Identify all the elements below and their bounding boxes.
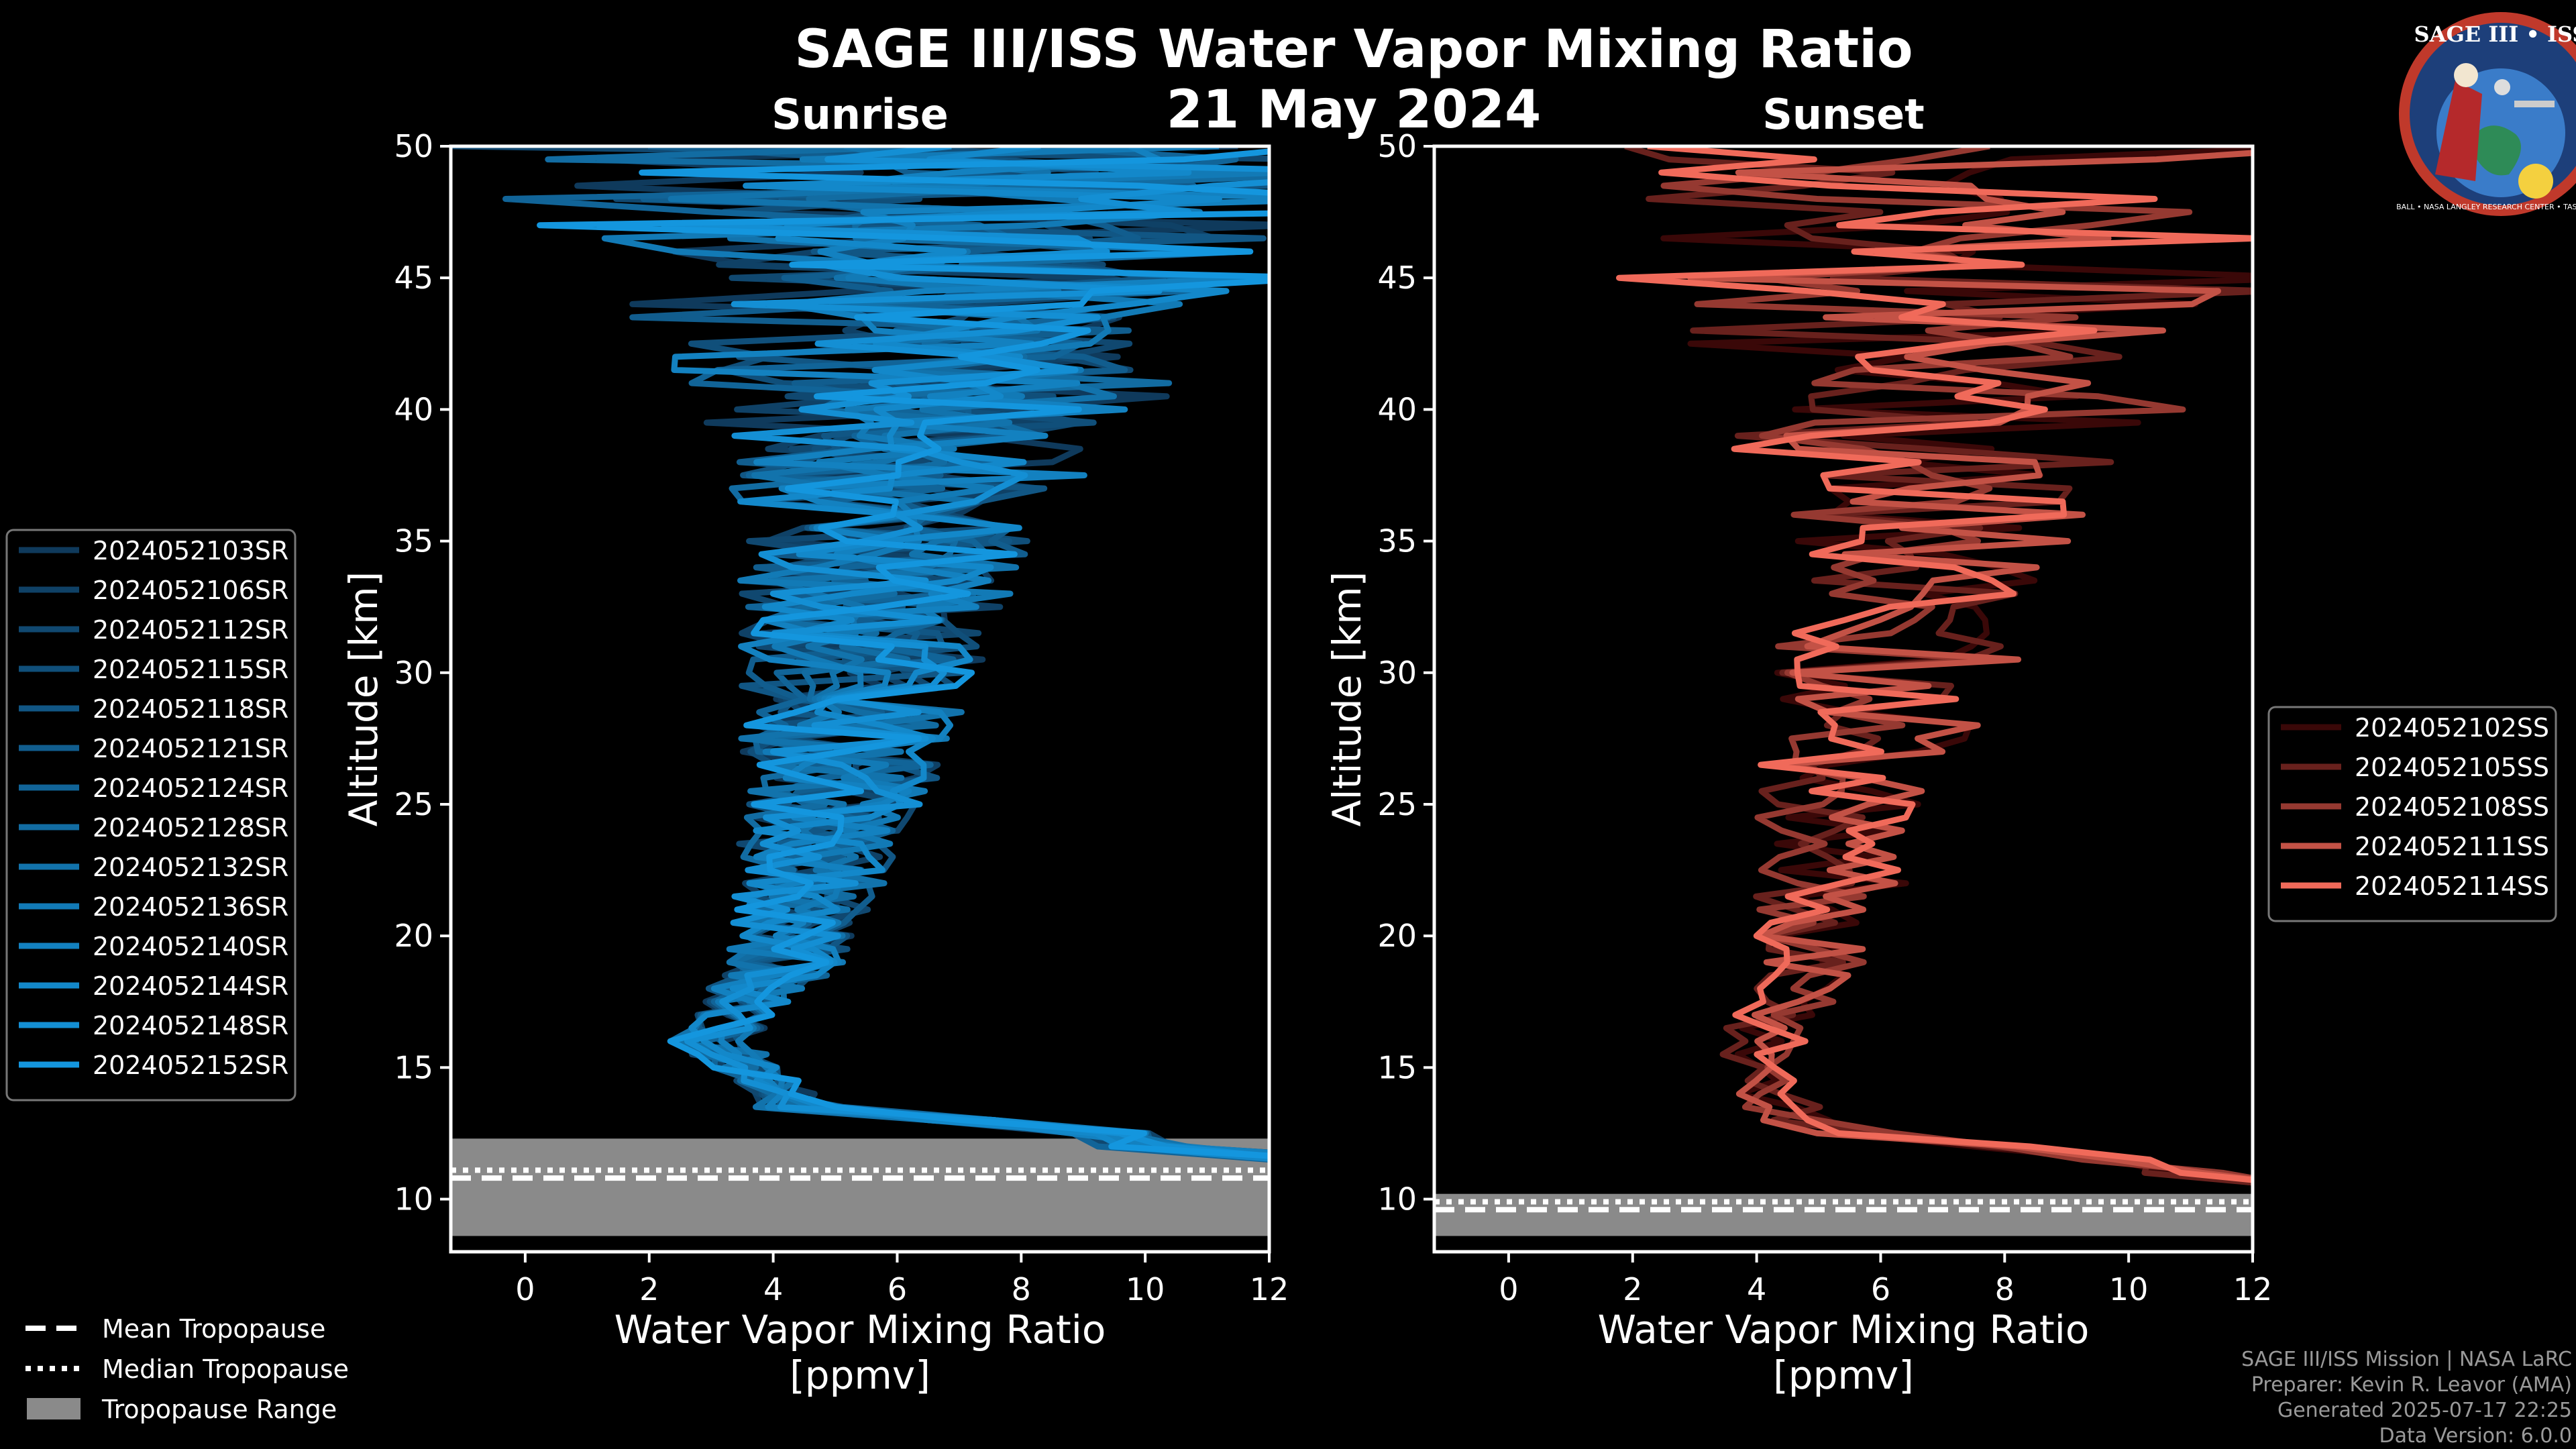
logo-ring-text: BALL • NASA LANGLEY RESEARCH CENTER • TA… [2396,203,2576,211]
sunrise-legend-frame [5,529,297,1102]
sunrise-legend-label: 2024052103SR [93,536,288,566]
sunrise-x-tick-label: 8 [1012,1271,1031,1307]
sunrise-legend-label: 2024052136SR [93,892,288,922]
sunset-legend-label: 2024052114SS [2355,871,2549,901]
sunset-legend: 2024052102SS 2024052105SS 2024052108SS 2024… [2267,706,2557,922]
sunrise-y-tick-label: 50 [394,128,433,164]
sunset-panel-title: Sunset [1762,90,1925,139]
sunrise-legend-label: 2024052148SR [93,1011,288,1040]
sunset-legend-label: 2024052102SS [2355,713,2549,743]
sunrise-x-tick-label: 2 [639,1271,659,1307]
sunset-y-tick-label: 15 [1377,1049,1417,1085]
tropopause-legend-label: Tropopause Range [101,1395,337,1424]
sunrise-y-tick-label: 35 [394,523,433,559]
sunrise-panel-title: Sunrise [771,90,949,139]
tropopause-range-swatch [27,1398,80,1419]
sunset-x-tick-label: 8 [1995,1271,2015,1307]
sunset-x-tick-label: 4 [1747,1271,1766,1307]
sunrise-legend-label: 2024052106SR [93,576,288,605]
sun-icon [2518,164,2553,199]
sunrise-y-tick-label: 15 [394,1049,433,1085]
wizard-figure-icon [2435,80,2482,181]
sunrise-y-tick-label: 40 [394,391,433,427]
sunrise-y-axis-label: Altitude [km] [341,572,386,826]
sunset-series-2024052105SS [1624,146,2253,1238]
sunset-x-tick-label: 10 [2109,1271,2149,1307]
sunset-panel: 0 2 4 6 8 10 12 10 15 20 25 30 35 40 45 50 Altitude [km… [1324,128,2273,1398]
sunset-y-axis-label: Altitude [km] [1324,572,1370,826]
sunrise-legend-label: 2024052132SR [93,853,288,882]
footer-preparer: Preparer: Kevin R. Leavor (AMA) [2251,1373,2572,1397]
figure-title: SAGE III/ISS Water Vapor Mixing Ratio [794,19,1913,80]
tropopause-legend: Mean Tropopause Median Tropopause Tropopau… [25,1314,349,1424]
sunset-y-tick-label: 40 [1377,391,1417,427]
sunset-legend-frame [2267,706,2557,922]
sunrise-y-tick-label: 10 [394,1181,433,1218]
sunrise-legend-label: 2024052118SR [93,694,288,724]
sunrise-x-tick-label: 10 [1126,1271,1165,1307]
sunrise-x-tick-label: 12 [1250,1271,1289,1307]
sunrise-legend-label: 2024052152SR [93,1051,288,1080]
sunrise-legend-label: 2024052112SR [93,615,288,645]
sunrise-y-tick-label: 20 [394,918,433,954]
sunrise-x-axis-label: Water Vapor Mixing Ratio [614,1307,1106,1352]
sunrise-panel: 0 2 4 6 8 10 12 10 15 20 25 30 35 40 45 50 Altitude [km… [341,128,1289,1398]
sunrise-y-tick-label: 25 [394,786,433,822]
sage-iss-mission-logo: SAGE III • ISS BALL • NASA LANGLEY RESEA… [2396,12,2576,216]
sunrise-plot-frame [449,144,1271,1254]
tropopause-legend-label: Mean Tropopause [102,1314,325,1344]
sunset-plot-frame [1432,144,2255,1254]
sunset-legend-label: 2024052111SS [2355,832,2549,861]
sunrise-x-tick-label: 0 [515,1271,535,1307]
footer-data-version: Data Version: 6.0.0 [2379,1424,2572,1448]
sunrise-x-axis-units: [ppmv] [790,1352,930,1398]
sunrise-tropopause-range [451,1138,1269,1236]
sunset-y-tick-label: 20 [1377,918,1417,954]
sunset-series-2024052114SS [1616,146,2253,1183]
sunrise-legend-label: 2024052121SR [93,734,288,763]
sunrise-x-tick-label: 6 [888,1271,907,1307]
sunset-x-tick-label: 2 [1623,1271,1642,1307]
sunset-x-tick-label: 6 [1871,1271,1890,1307]
sunset-y-tick-label: 10 [1377,1181,1417,1218]
sunset-x-tick-label: 12 [2233,1271,2273,1307]
sunset-x-tick-label: 0 [1499,1271,1518,1307]
sunset-y-tick-label: 25 [1377,786,1417,822]
logo-title: SAGE III • ISS [2414,21,2576,47]
sunrise-legend-label: 2024052140SR [93,932,288,961]
sunset-x-axis-units: [ppmv] [1773,1352,1914,1398]
footer-mission: SAGE III/ISS Mission | NASA LaRC [2241,1348,2572,1371]
sunset-y-tick-label: 50 [1377,128,1417,164]
sunset-y-tick-label: 45 [1377,260,1417,296]
sunrise-series-2024052136SR [601,146,1269,1228]
sunrise-legend-label: 2024052144SR [93,971,288,1001]
sunset-legend-label: 2024052108SS [2355,792,2549,822]
sunrise-legend-label: 2024052128SR [93,813,288,843]
sunrise-series-2024052152SR [537,148,1269,1159]
sunset-y-tick-label: 35 [1377,523,1417,559]
sunrise-y-tick-label: 30 [394,655,433,691]
sunset-legend-label: 2024052105SS [2355,753,2549,782]
sunrise-y-tick-label: 45 [394,260,433,296]
sunset-y-tick-label: 30 [1377,655,1417,691]
footer-generated: Generated 2025-07-17 22:25 [2277,1399,2572,1422]
sunrise-legend: 2024052103SR 2024052106SR 2024052112SR 2024… [5,529,297,1102]
tropopause-legend-label: Median Tropopause [102,1354,349,1384]
moon-icon [2494,79,2510,95]
sunset-x-axis-label: Water Vapor Mixing Ratio [1598,1307,2090,1352]
iss-icon [2514,101,2555,107]
sunrise-x-tick-label: 4 [763,1271,783,1307]
sunrise-legend-label: 2024052115SR [93,655,288,684]
sunrise-legend-label: 2024052124SR [93,773,288,803]
figure-date: 21 May 2024 [1167,80,1542,140]
